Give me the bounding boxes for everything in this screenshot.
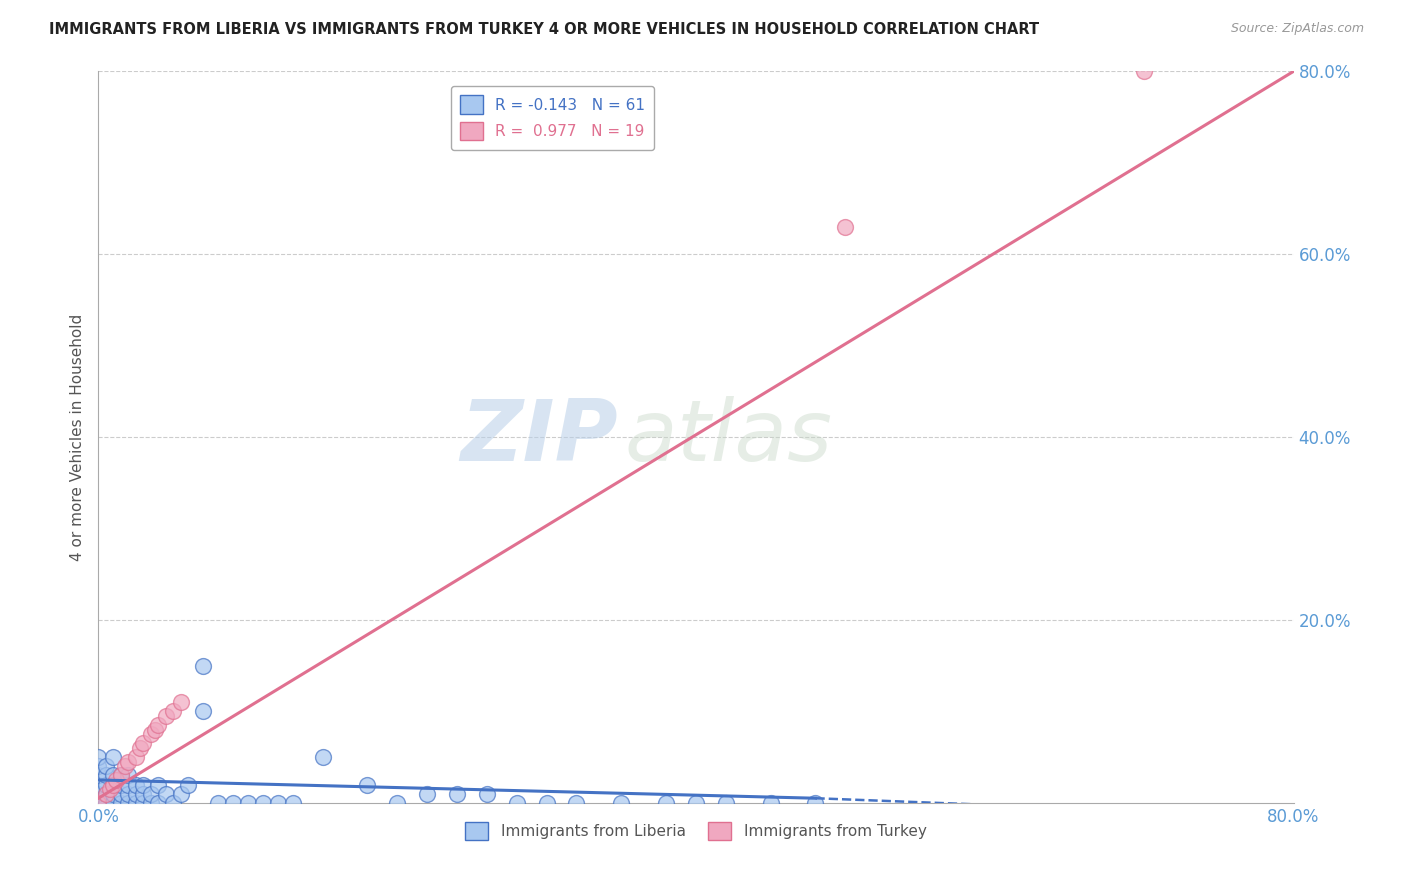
Point <box>610 796 633 810</box>
Point <box>207 796 229 810</box>
Point <box>139 796 162 810</box>
Point <box>132 736 155 750</box>
Point <box>169 695 191 709</box>
Y-axis label: 4 or more Vehicles in Household: 4 or more Vehicles in Household <box>69 313 84 561</box>
Point <box>103 778 125 792</box>
Point <box>416 787 439 801</box>
Point <box>105 772 128 787</box>
Point <box>281 796 304 810</box>
Point <box>714 796 737 810</box>
Point <box>87 768 110 782</box>
Point <box>252 796 274 810</box>
Point <box>155 709 177 723</box>
Point <box>87 796 110 810</box>
Point <box>759 796 782 810</box>
Point <box>87 796 110 810</box>
Point <box>87 750 110 764</box>
Text: atlas: atlas <box>624 395 832 479</box>
Point <box>191 705 214 719</box>
Point <box>110 768 132 782</box>
Point <box>98 782 122 797</box>
Point <box>1133 64 1156 78</box>
Point <box>94 787 117 801</box>
Point <box>110 778 132 792</box>
Point <box>536 796 558 810</box>
Point <box>125 778 148 792</box>
Point <box>475 787 498 801</box>
Text: IMMIGRANTS FROM LIBERIA VS IMMIGRANTS FROM TURKEY 4 OR MORE VEHICLES IN HOUSEHOL: IMMIGRANTS FROM LIBERIA VS IMMIGRANTS FR… <box>49 22 1039 37</box>
Point <box>132 787 155 801</box>
Point <box>129 740 152 755</box>
Point <box>655 796 678 810</box>
Point <box>148 778 170 792</box>
Legend: Immigrants from Liberia, Immigrants from Turkey: Immigrants from Liberia, Immigrants from… <box>460 815 932 847</box>
Point <box>125 750 148 764</box>
Point <box>446 787 468 801</box>
Point <box>110 768 132 782</box>
Point <box>834 219 856 234</box>
Point <box>162 796 184 810</box>
Point <box>117 787 139 801</box>
Point <box>125 796 148 810</box>
Point <box>103 768 125 782</box>
Point <box>125 787 148 801</box>
Point <box>94 778 117 792</box>
Point <box>155 787 177 801</box>
Point <box>87 759 110 773</box>
Point <box>117 768 139 782</box>
Point <box>132 778 155 792</box>
Point <box>110 796 132 810</box>
Point <box>103 750 125 764</box>
Text: ZIP: ZIP <box>461 395 619 479</box>
Point <box>87 787 110 801</box>
Point <box>114 759 136 773</box>
Point <box>565 796 588 810</box>
Point <box>148 718 170 732</box>
Point <box>117 778 139 792</box>
Point <box>236 796 259 810</box>
Point <box>356 778 378 792</box>
Point <box>385 796 409 810</box>
Point <box>143 723 166 737</box>
Point <box>804 796 827 810</box>
Point <box>311 750 333 764</box>
Point <box>103 796 125 810</box>
Point <box>267 796 290 810</box>
Point <box>103 778 125 792</box>
Point <box>87 778 110 792</box>
Text: Source: ZipAtlas.com: Source: ZipAtlas.com <box>1230 22 1364 36</box>
Point <box>94 787 117 801</box>
Point <box>139 727 162 741</box>
Point <box>506 796 529 810</box>
Point <box>685 796 707 810</box>
Point <box>110 787 132 801</box>
Point <box>117 755 139 769</box>
Point <box>222 796 245 810</box>
Point <box>169 787 191 801</box>
Point <box>117 796 139 810</box>
Point <box>162 705 184 719</box>
Point <box>132 796 155 810</box>
Point <box>177 778 200 792</box>
Point <box>94 796 117 810</box>
Point <box>94 768 117 782</box>
Point <box>148 796 170 810</box>
Point <box>139 787 162 801</box>
Point <box>103 787 125 801</box>
Point <box>191 658 214 673</box>
Point <box>94 759 117 773</box>
